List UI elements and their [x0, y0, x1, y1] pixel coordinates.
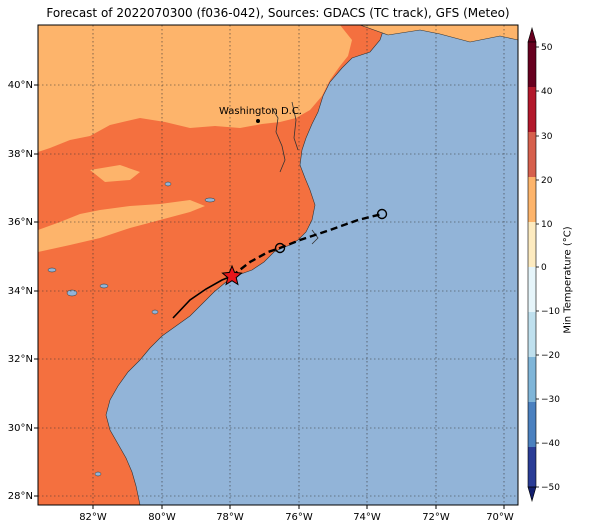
- colorbar-tick: 0: [541, 263, 547, 273]
- y-tick-label: 32°N: [8, 354, 33, 365]
- y-tick-label: 30°N: [8, 423, 33, 434]
- colorbar-tick: 50: [541, 43, 553, 53]
- x-tick-label: 70°W: [486, 512, 514, 523]
- storm-position-star: [221, 264, 243, 286]
- land-region-mild-south: [38, 200, 205, 252]
- y-tick-label: 28°N: [8, 491, 33, 502]
- x-tick-label: 78°W: [216, 512, 244, 523]
- x-tick-label: 72°W: [422, 512, 450, 523]
- colorbar-tick: −40: [541, 439, 560, 449]
- x-tick-label: 80°W: [148, 512, 176, 523]
- y-tick-label: 38°N: [8, 149, 33, 160]
- x-tick-label: 74°W: [353, 512, 381, 523]
- x-tick-label: 82°W: [79, 512, 107, 523]
- forecast-point-1: [274, 242, 286, 254]
- colorbar-tick: 10: [541, 220, 553, 230]
- colorbar-tick: 40: [541, 87, 553, 97]
- city-marker: [256, 119, 260, 123]
- x-tick-label: 76°W: [285, 512, 313, 523]
- colorbar-bottom-arrow: [527, 486, 537, 503]
- colorbar-tick: −20: [541, 351, 560, 361]
- land-region-warm: [38, 25, 386, 505]
- forecast-track: [231, 212, 383, 277]
- colorbar-tick: 20: [541, 176, 553, 186]
- colorbar-tick: −10: [541, 307, 560, 317]
- colorbar-top-arrow: [527, 26, 537, 43]
- map-area: Washington D.C.: [38, 25, 518, 505]
- land-region-mild: [38, 25, 352, 152]
- map-title: Forecast of 2022070300 (f036-042), Sourc…: [46, 6, 510, 20]
- forecast-point-2: [376, 208, 388, 220]
- colorbar-tick: 30: [541, 132, 553, 142]
- colorbar: 50 40 30 20 10 0 −10 −20 −30 −40 −50: [527, 26, 560, 503]
- colorbar-tick: −30: [541, 395, 560, 405]
- y-tick-label: 36°N: [8, 217, 33, 228]
- past-track: [172, 275, 233, 319]
- colorbar-tick: −50: [541, 483, 560, 493]
- y-tick-label: 34°N: [8, 286, 33, 297]
- y-tick-label: 40°N: [8, 80, 33, 91]
- colorbar-label: Min Temperature (°C): [562, 226, 574, 334]
- city-label: Washington D.C.: [219, 106, 302, 117]
- map-frame: [37, 24, 519, 506]
- gridlines: [38, 25, 518, 505]
